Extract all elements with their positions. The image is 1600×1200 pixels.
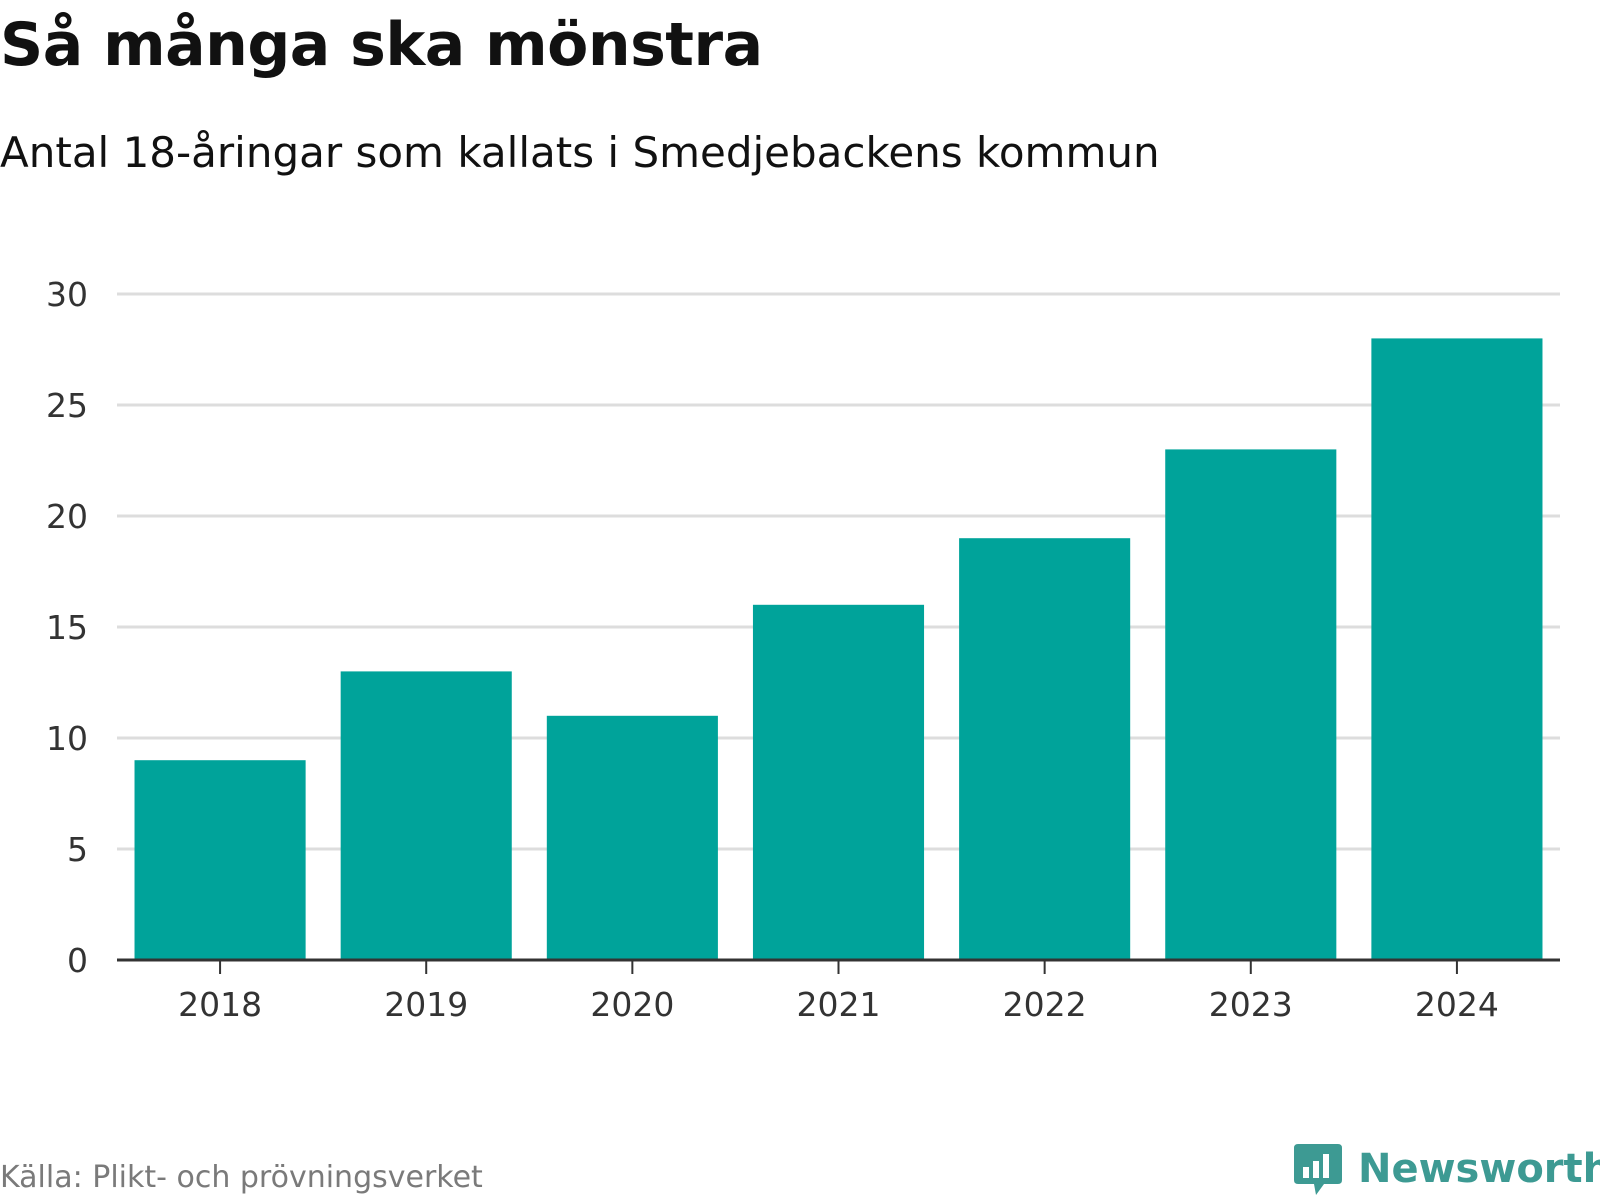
bar-2020	[546, 715, 718, 960]
bar-2021	[752, 604, 925, 960]
source-note: Källa: Plikt- och prövningsverket	[0, 1160, 483, 1195]
y-tick-label: 20	[46, 497, 88, 536]
x-tick-label: 2019	[384, 985, 468, 1024]
y-tick-label: 15	[46, 608, 88, 647]
bar-2023	[1165, 449, 1337, 960]
x-tick-label: 2022	[1003, 985, 1087, 1024]
newsworthy-logo-icon	[1294, 1144, 1342, 1195]
x-tick-label: 2024	[1415, 985, 1499, 1024]
x-tick-label: 2020	[590, 985, 674, 1024]
y-tick-label: 5	[67, 830, 88, 869]
y-tick-label: 30	[46, 275, 88, 314]
bar-2022	[959, 538, 1131, 960]
x-tick-label: 2018	[178, 985, 262, 1024]
bar-2024	[1371, 338, 1543, 960]
brand-name: Newsworthy	[1358, 1146, 1600, 1192]
chart-subtitle: Antal 18-åringar som kallats i Smedjebac…	[0, 128, 1160, 177]
bar-2018	[134, 760, 306, 960]
x-tick-label: 2023	[1209, 985, 1293, 1024]
brand-logo: Newsworthy	[1292, 1140, 1600, 1198]
y-tick-label: 0	[67, 941, 88, 980]
bar-2019	[340, 671, 512, 960]
y-tick-label: 25	[46, 386, 88, 425]
x-tick-label: 2021	[797, 985, 881, 1024]
y-tick-label: 10	[46, 719, 88, 758]
chart-title: Så många ska mönstra	[0, 10, 763, 80]
